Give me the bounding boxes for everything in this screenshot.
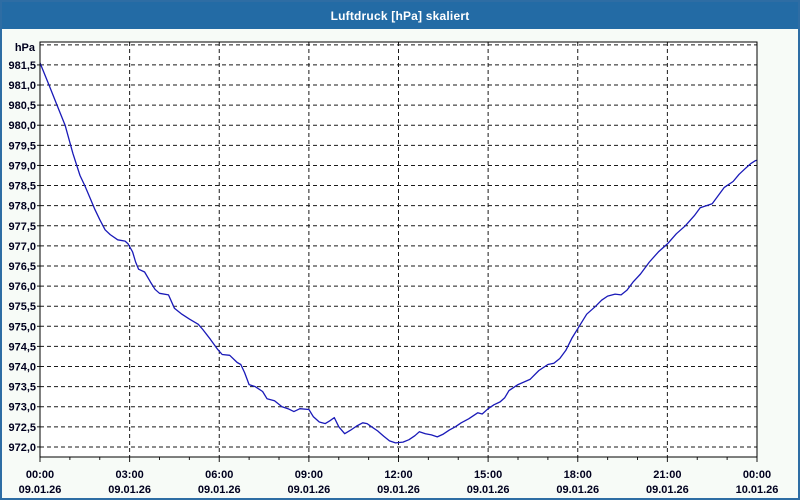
y-tick-label: 977,0: [8, 241, 36, 253]
y-tick-label: 976,5: [8, 261, 36, 273]
pressure-line: [39, 62, 758, 444]
x-axis-labels: 00:00 09.01.26 03:00 09.01.26 06:00 09.01.26 0…: [19, 469, 779, 496]
x-grid: [129, 42, 668, 457]
y-tick-label: 974,5: [8, 341, 36, 353]
plot-border: [39, 41, 758, 458]
y-axis-unit-label: hPa: [15, 42, 36, 54]
x-axis-ticks: [39, 457, 758, 462]
x-tick-time: 00:00: [743, 469, 771, 481]
y-tick-label: 981,5: [8, 60, 36, 72]
y-tick-label: 981,0: [8, 80, 36, 92]
x-tick-date: 09.01.26: [556, 484, 599, 496]
y-tick-label: 977,5: [8, 221, 36, 233]
y-tick-label: 972,5: [8, 422, 36, 434]
y-tick-label: 973,0: [8, 402, 36, 414]
y-tick-label: 973,5: [8, 382, 36, 394]
x-tick-date: 10.01.26: [736, 484, 779, 496]
x-tick-date: 09.01.26: [646, 484, 689, 496]
x-tick-time: 00:00: [26, 469, 54, 481]
x-tick-date: 09.01.26: [467, 484, 510, 496]
x-tick-time: 12:00: [384, 469, 412, 481]
y-tick-label: 979,5: [8, 140, 36, 152]
y-tick-label: 979,0: [8, 160, 36, 172]
y-tick-label: 978,5: [8, 181, 36, 193]
x-tick-date: 09.01.26: [198, 484, 241, 496]
y-tick-label: 975,5: [8, 301, 36, 313]
y-tick-label: 976,0: [8, 281, 36, 293]
y-tick-label: 974,0: [8, 362, 36, 374]
x-tick-time: 06:00: [205, 469, 233, 481]
x-tick-time: 09:00: [295, 469, 323, 481]
x-tick-date: 09.01.26: [108, 484, 151, 496]
title-bar: Luftdruck [hPa] skaliert: [2, 2, 798, 29]
y-tick-label: 972,0: [8, 442, 36, 454]
y-tick-label: 980,5: [8, 100, 36, 112]
x-tick-date: 09.01.26: [19, 484, 62, 496]
x-tick-date: 09.01.26: [287, 484, 330, 496]
y-tick-label: 978,0: [8, 201, 36, 213]
chart-area: 981,5 981,0 980,5 980,0 979,5 979,0 978,5 978,0…: [2, 29, 798, 498]
y-tick-label: 980,0: [8, 120, 36, 132]
x-tick-time: 15:00: [474, 469, 502, 481]
x-tick-time: 03:00: [116, 469, 144, 481]
chart-svg[interactable]: 981,5 981,0 980,5 980,0 979,5 979,0 978,5 978,0…: [2, 29, 798, 498]
x-tick-time: 18:00: [564, 469, 592, 481]
y-tick-label: 975,0: [8, 321, 36, 333]
x-tick-time: 21:00: [653, 469, 681, 481]
x-tick-date: 09.01.26: [377, 484, 420, 496]
window-title: Luftdruck [hPa] skaliert: [330, 8, 470, 23]
